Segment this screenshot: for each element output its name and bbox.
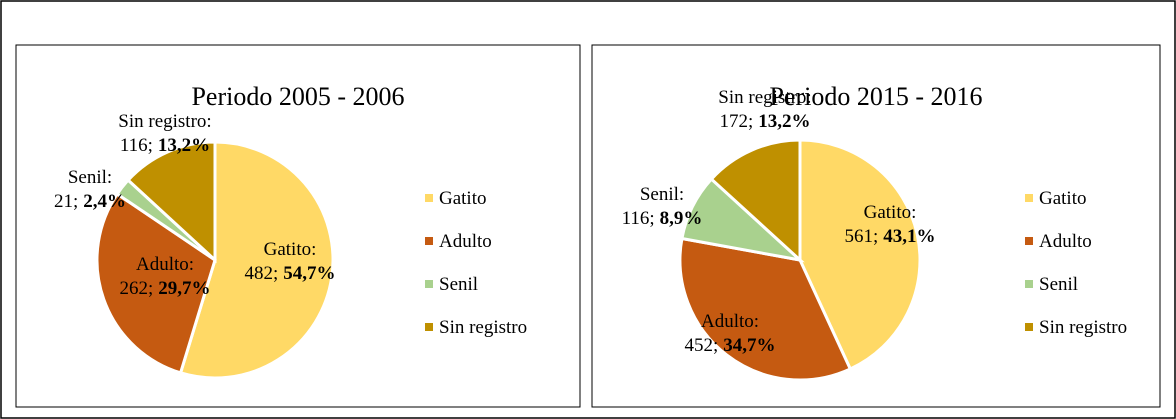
legend-swatch bbox=[1025, 280, 1033, 288]
legend-swatch bbox=[1025, 194, 1033, 202]
data-label: 172; 13,2% bbox=[719, 111, 810, 132]
data-label-name: Sin registro: bbox=[118, 111, 211, 132]
data-label: 452; 34,7% bbox=[684, 335, 775, 356]
data-label-name: Adulto: bbox=[136, 254, 194, 275]
data-label-name: Senil: bbox=[640, 184, 684, 205]
pie-slice bbox=[709, 138, 802, 264]
pie-slice bbox=[178, 140, 335, 380]
chart-title: Periodo 2015 - 2016 bbox=[769, 82, 982, 111]
data-label: 116; 8,9% bbox=[622, 208, 703, 229]
legend-label: Senil bbox=[439, 274, 478, 295]
data-label-count: 172; bbox=[719, 111, 753, 132]
legend-swatch bbox=[425, 323, 433, 331]
data-label: 262; 29,7% bbox=[119, 278, 210, 299]
pie-slice bbox=[95, 191, 217, 375]
data-label-name: Adulto: bbox=[701, 311, 759, 332]
data-label-count: 116; bbox=[120, 135, 153, 156]
legend-label: Gatito bbox=[439, 188, 487, 209]
pie-slice bbox=[678, 236, 853, 382]
pie-slice bbox=[126, 140, 217, 264]
data-label-share: 8,9% bbox=[660, 208, 703, 229]
data-label-count: 482; bbox=[244, 263, 278, 284]
data-label-count: 561; bbox=[844, 226, 878, 247]
legend-label: Sin registro bbox=[439, 317, 527, 338]
legend-label: Gatito bbox=[1039, 188, 1087, 209]
data-label-share: 2,4% bbox=[83, 191, 126, 212]
legend-label: Adulto bbox=[1039, 231, 1092, 252]
data-label-name: Gatito: bbox=[864, 202, 917, 223]
data-label-share: 13,2% bbox=[758, 111, 810, 132]
data-label-share: 54,7% bbox=[283, 263, 335, 284]
legend-swatch bbox=[1025, 237, 1033, 245]
legend-label: Adulto bbox=[439, 231, 492, 252]
data-label-count: 262; bbox=[119, 278, 153, 299]
data-label-share: 13,2% bbox=[158, 135, 210, 156]
pie-slice bbox=[798, 138, 922, 371]
legend-swatch bbox=[425, 237, 433, 245]
legend-swatch bbox=[425, 194, 433, 202]
data-label-name: Gatito: bbox=[264, 239, 317, 260]
data-label: 561; 43,1% bbox=[844, 226, 935, 247]
data-label-count: 21; bbox=[54, 191, 78, 212]
legend-swatch bbox=[425, 280, 433, 288]
data-label-count: 116; bbox=[622, 208, 655, 229]
data-label-count: 452; bbox=[684, 335, 718, 356]
data-label: 482; 54,7% bbox=[244, 263, 335, 284]
legend-swatch bbox=[1025, 323, 1033, 331]
legend-label: Sin registro bbox=[1039, 317, 1127, 338]
data-label-share: 43,1% bbox=[883, 226, 935, 247]
data-label: 116; 13,2% bbox=[120, 135, 210, 156]
chart-title: Periodo 2005 - 2006 bbox=[191, 82, 404, 111]
data-label: 21; 2,4% bbox=[54, 191, 126, 212]
data-label-name: Senil: bbox=[68, 167, 112, 188]
data-label-share: 34,7% bbox=[723, 335, 775, 356]
data-label-share: 29,7% bbox=[158, 278, 210, 299]
legend-label: Senil bbox=[1039, 274, 1078, 295]
data-label-name: Sin registro: bbox=[718, 87, 811, 108]
